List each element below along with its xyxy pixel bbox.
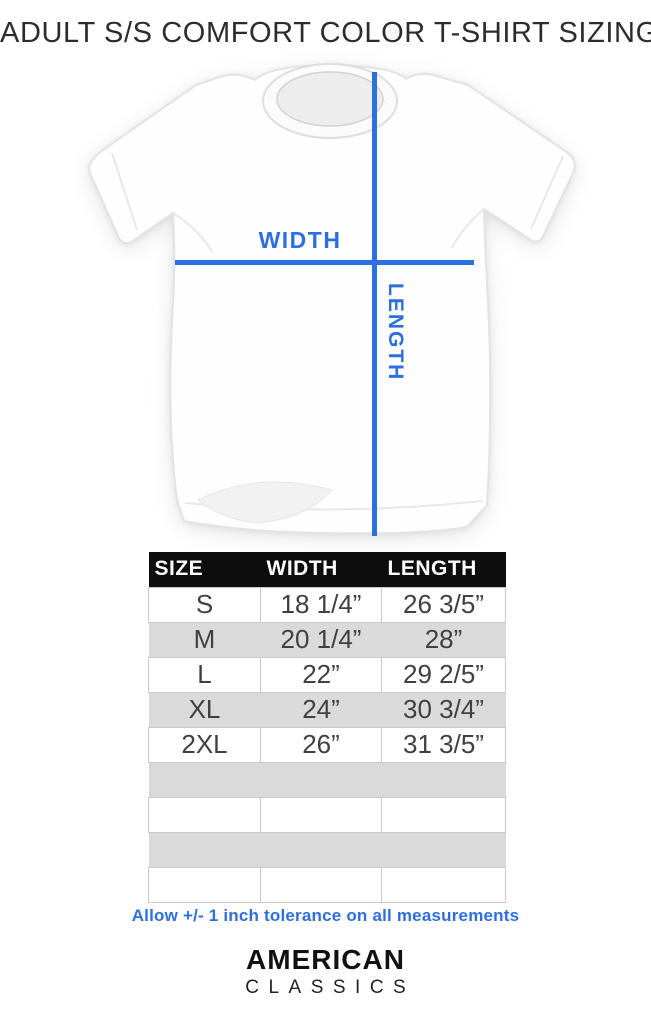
length-cell [381, 762, 506, 797]
brand-name: AMERICAN [246, 944, 405, 975]
width-cell: 18 1/4” [260, 586, 382, 623]
width-cell [260, 832, 382, 867]
brand-subname: CLASSICS [245, 977, 416, 998]
size-cell: L [148, 656, 261, 693]
width-cell: 20 1/4” [260, 622, 382, 657]
table-row: L 22” 29 2/5” [148, 656, 506, 693]
tshirt-diagram: WIDTH LENGTH [88, 63, 576, 536]
tolerance-note: Allow +/- 1 inch tolerance on all measur… [131, 906, 520, 925]
table-row: 2XL 26” 31 3/5” [148, 726, 506, 763]
table-row: XL 24” 30 3/4” [148, 692, 506, 727]
size-cell: XL [148, 692, 261, 727]
width-cell [260, 866, 382, 903]
length-cell: 26 3/5” [381, 586, 506, 623]
length-measure-line [372, 72, 377, 536]
width-measure-line [175, 260, 474, 265]
width-cell: 24” [260, 692, 382, 727]
table-row [148, 762, 506, 797]
width-cell: 26” [260, 726, 382, 763]
width-measure-label: WIDTH [258, 227, 342, 253]
length-cell: 31 3/5” [381, 726, 506, 763]
size-cell [148, 796, 261, 833]
length-cell [381, 796, 506, 833]
length-measure-label: LENGTH [384, 283, 407, 382]
table-header-row: SIZE WIDTH LENGTH [148, 552, 506, 587]
size-cell [148, 762, 261, 797]
size-cell: M [148, 622, 261, 657]
table-row: S 18 1/4” 26 3/5” [148, 586, 506, 623]
length-cell: 30 3/4” [381, 692, 506, 727]
width-cell [260, 796, 382, 833]
size-cell [148, 832, 261, 867]
header-size: SIZE [148, 552, 261, 587]
header-length: LENGTH [381, 552, 506, 587]
tshirt-image [88, 63, 576, 536]
page-title: ADULT S/S COMFORT COLOR T-SHIRT SIZING [0, 17, 651, 49]
length-cell [381, 832, 506, 867]
table-row [148, 832, 506, 867]
size-cell: S [148, 586, 261, 623]
table-row [148, 866, 506, 903]
size-table: SIZE WIDTH LENGTH S 18 1/4” 26 3/5” M 20… [148, 552, 506, 903]
header-width: WIDTH [260, 552, 382, 587]
length-cell: 28” [381, 622, 506, 657]
width-cell: 22” [260, 656, 382, 693]
width-cell [260, 762, 382, 797]
length-cell: 29 2/5” [381, 656, 506, 693]
table-row [148, 796, 506, 833]
table-row: M 20 1/4” 28” [148, 622, 506, 657]
brand-logo: AMERICAN CLASSICS [0, 944, 651, 999]
size-cell [148, 866, 261, 903]
size-cell: 2XL [148, 726, 261, 763]
length-cell [381, 866, 506, 903]
